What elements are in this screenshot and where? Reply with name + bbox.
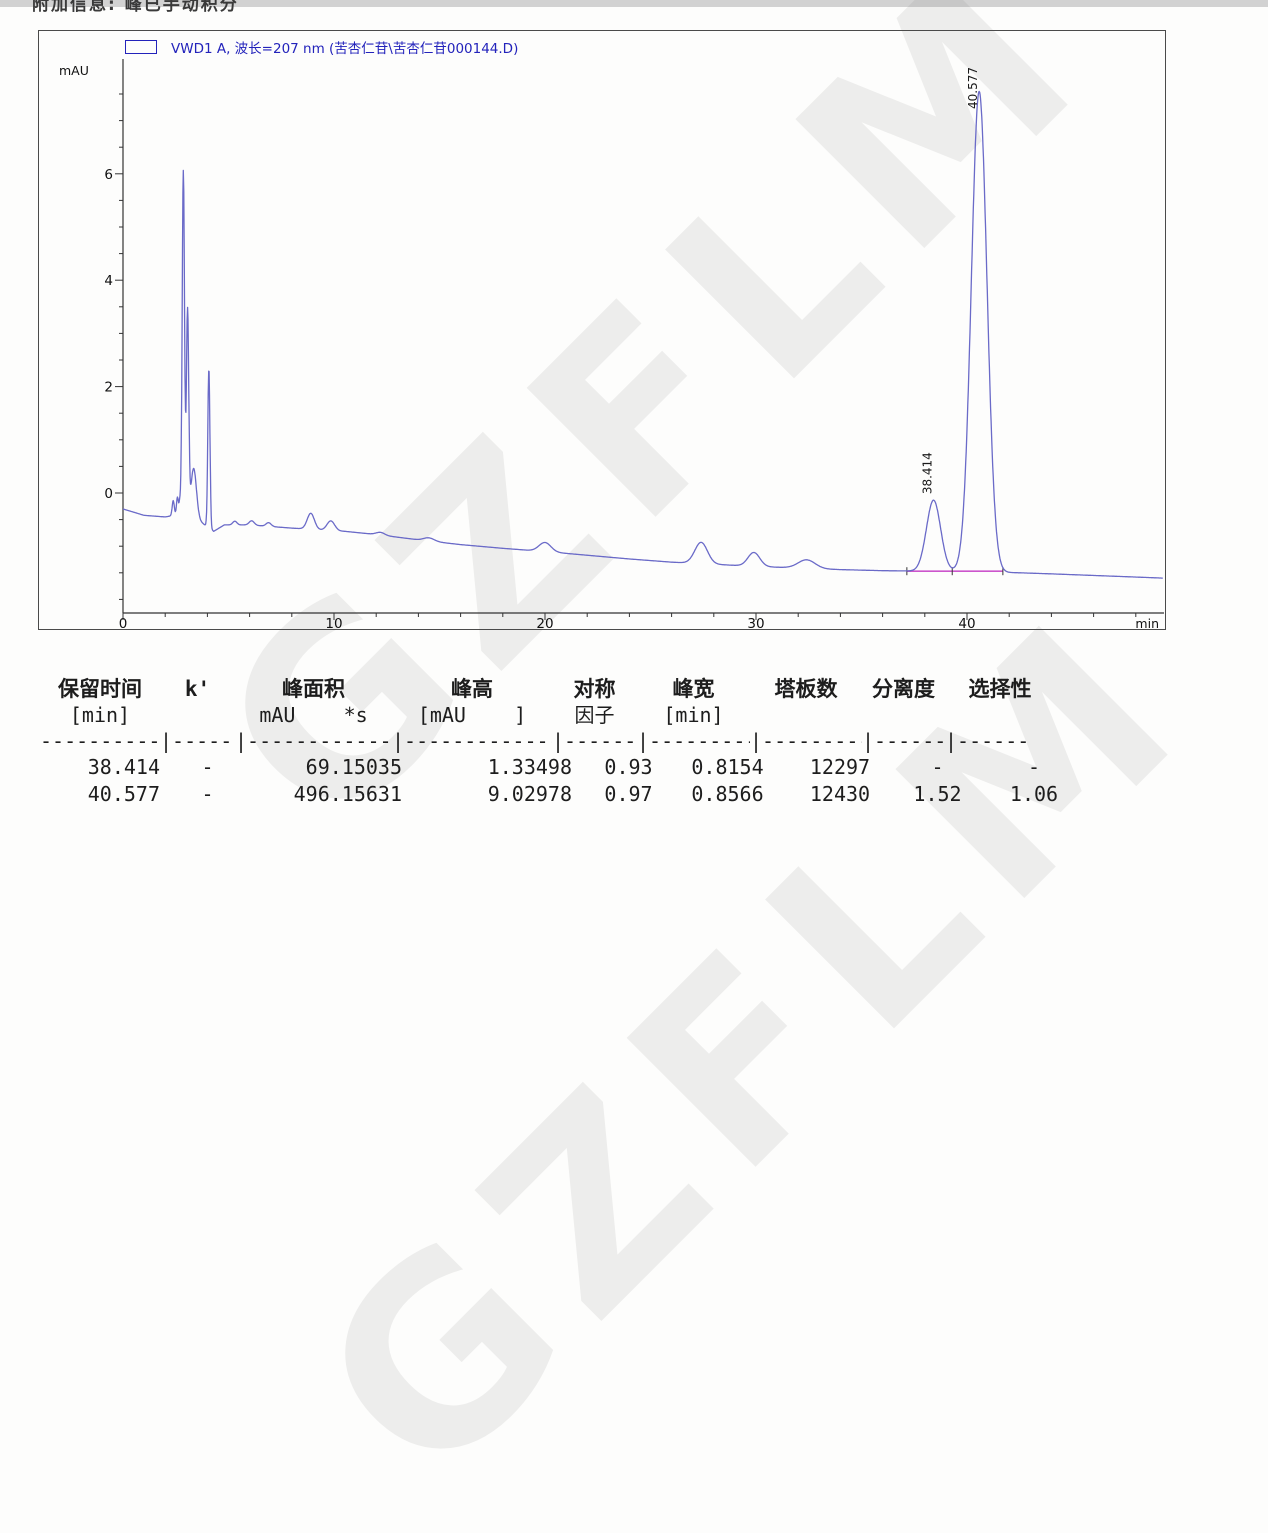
table-row-header-1: 保留时间 k' 峰面积 峰高 对称 峰宽 塔板数 分离度 选择性	[40, 676, 1100, 702]
table-cell: 0.97	[604, 782, 653, 806]
table-cell: 38.414	[87, 755, 160, 779]
peak-retention-label: 38.414	[921, 452, 935, 494]
table-cell: 塔板数	[774, 677, 838, 701]
peak-retention-label: 40.577	[966, 67, 980, 109]
table-cell: [mAU ]	[417, 703, 527, 727]
table-cell: [min]	[69, 703, 131, 727]
table-cell	[750, 702, 862, 728]
table-row-peak-2: 40.577 - 496.15631 9.02978 0.97 0.8566 12430 1.…	[40, 781, 1100, 808]
table-cell: |-------	[552, 729, 637, 753]
table-cell: |------	[160, 729, 235, 753]
table-cell: 选择性	[968, 677, 1032, 701]
x-tick-label: 40	[958, 616, 975, 629]
table-cell: |-------------	[392, 729, 552, 753]
table-cell	[862, 702, 945, 728]
table-cell: mAU *s	[259, 703, 368, 727]
table-cell: 1.06	[1009, 782, 1059, 806]
y-tick-label: 4	[104, 273, 113, 289]
table-cell: 1.33498	[487, 755, 572, 779]
table-cell: |------	[945, 729, 1030, 753]
x-axis-unit-label: min	[1135, 616, 1159, 629]
y-tick-label: 6	[104, 167, 113, 183]
table-cell: k'	[184, 677, 211, 701]
table-cell: 40.577	[87, 782, 160, 806]
table-cell: 1.52	[913, 782, 962, 806]
x-tick-label: 10	[325, 616, 342, 629]
table-cell: 峰面积	[282, 677, 345, 701]
table-row-peak-1: 38.414 - 69.15035 1.33498 0.93 0.8154 12297 - -	[40, 754, 1100, 781]
table-cell: 对称	[573, 677, 616, 701]
table-cell: 因子	[574, 703, 615, 727]
table-cell	[945, 702, 1055, 728]
table-cell: [min]	[663, 703, 724, 727]
table-cell: 0.8566	[691, 782, 764, 806]
table-row-header-2: [min] mAU *s [mAU ] 因子 [min]	[40, 702, 1100, 728]
y-tick-label: 2	[104, 380, 113, 396]
table-cell: 12297	[809, 755, 871, 779]
y-axis-unit-label: mAU	[59, 63, 89, 78]
table-cell	[160, 702, 235, 728]
table-cell: 峰高	[451, 677, 493, 701]
legend-swatch-icon	[125, 40, 157, 54]
legend-label: VWD1 A, 波长=207 nm (苦杏仁苷\苦杏仁苷000144.D)	[171, 41, 519, 57]
table-cell: -	[201, 782, 214, 806]
table-cell: -	[201, 755, 214, 779]
table-cell: -	[1027, 755, 1041, 779]
x-tick-label: 30	[747, 616, 764, 629]
table-cell: |---------	[750, 729, 862, 753]
table-cell: 496.15631	[293, 782, 402, 806]
x-tick-label: 20	[536, 616, 553, 629]
table-cell: 0.93	[604, 755, 653, 779]
table-cell: 12430	[809, 782, 871, 806]
table-cell: 69.15035	[305, 755, 402, 779]
table-cell: 0.8154	[691, 755, 764, 779]
chromatogram-frame: 0 2 4 6 mAU 0 10 20 30 40 min 38.414 40.577 VWD1 A, …	[38, 30, 1166, 630]
table-cell: |-------------	[235, 729, 392, 753]
chromatogram-trace	[122, 90, 1164, 579]
y-tick-label: 0	[104, 486, 113, 502]
table-cell: 9.02978	[487, 782, 572, 806]
table-cell: 分离度	[872, 677, 935, 701]
additional-info-note: 附加信息: 峰已手动积分	[32, 0, 239, 15]
window-top-edge	[0, 0, 1268, 7]
peak-results-table: 保留时间 k' 峰面积 峰高 对称 峰宽 塔板数 分离度 选择性 [min] mAU *s [mAU …	[40, 676, 1100, 808]
table-cell: |-------	[862, 729, 945, 753]
table-cell: 峰宽	[672, 677, 715, 701]
table-cell: ----------	[40, 729, 160, 753]
signal-legend: VWD1 A, 波长=207 nm (苦杏仁苷\苦杏仁苷000144.D)	[125, 37, 518, 57]
table-cell: |---------	[637, 729, 750, 753]
x-tick-label: 0	[119, 616, 128, 629]
table-row-separator: ----------|------|-------------|--------…	[40, 728, 1100, 754]
table-cell: 保留时间	[58, 677, 142, 701]
chromatogram-plot: 0 2 4 6 mAU 0 10 20 30 40 min 38.414 40.577	[59, 59, 1164, 629]
table-cell: -	[931, 755, 944, 779]
